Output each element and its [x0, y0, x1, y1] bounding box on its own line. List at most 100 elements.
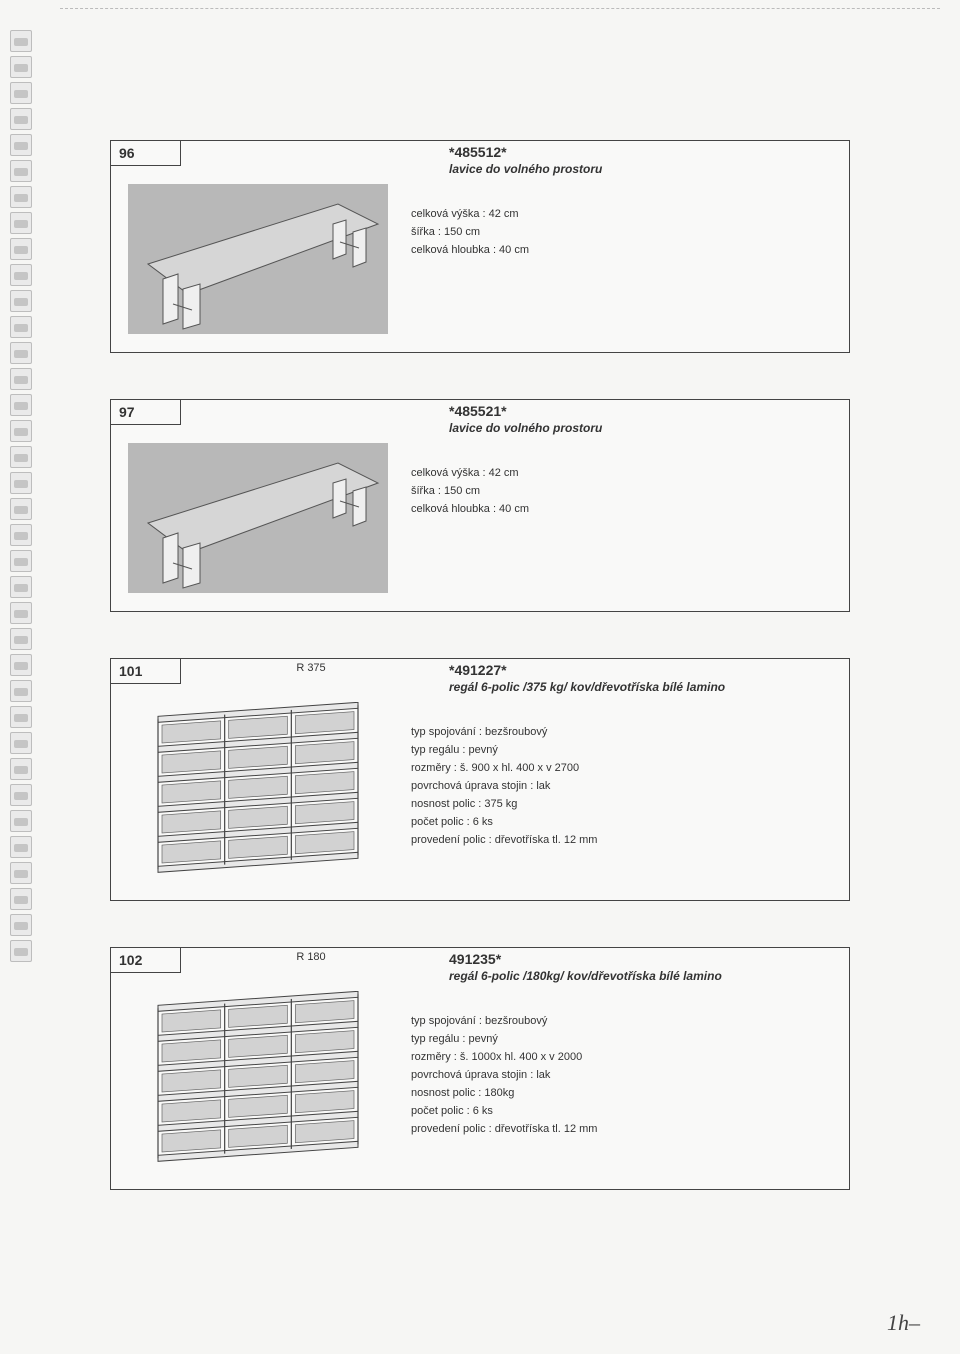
spec-row: šířka : 150 cm	[411, 226, 841, 238]
spec-row: rozměry : š. 900 x hl. 400 x v 2700	[411, 762, 841, 774]
bench-illustration	[128, 184, 388, 334]
item-number: 96	[111, 141, 181, 166]
binder-hole	[10, 784, 32, 806]
binder-hole	[10, 30, 32, 52]
binder-hole	[10, 472, 32, 494]
card-body: typ spojování : bezšroubový typ regálu : …	[111, 983, 849, 1189]
binder-hole	[10, 628, 32, 650]
item-number: 97	[111, 400, 181, 425]
binder-hole	[10, 732, 32, 754]
code-title-column: *485521* lavice do volného prostoru	[441, 400, 849, 435]
code-title-column: *491227* regál 6-polic /375 kg/ kov/dřevo…	[441, 659, 849, 694]
item-illustration	[123, 702, 393, 882]
binder-hole	[10, 394, 32, 416]
shelf-illustration	[133, 702, 383, 882]
binder-hole	[10, 680, 32, 702]
binder-hole	[10, 914, 32, 936]
item-illustration	[123, 184, 393, 334]
card-body: typ spojování : bezšroubovýtyp regálu : …	[111, 694, 849, 900]
item-title: regál 6-polic /180kg/ kov/dřevotříska bí…	[449, 969, 841, 983]
item-model: R 180	[181, 948, 441, 963]
catalog-card: 102R 180 491235* regál 6-polic /180kg/ kov…	[110, 947, 850, 1190]
binder-hole	[10, 550, 32, 572]
item-code: 491235*	[449, 951, 841, 967]
binder-hole	[10, 498, 32, 520]
item-code: *485521*	[449, 403, 841, 419]
item-title: regál 6-polic /375 kg/ kov/dřevotříska b…	[449, 680, 841, 694]
spec-row: typ regálu : pevný	[411, 1033, 841, 1045]
spec-row: celková hloubka : 40 cm	[411, 503, 841, 515]
binder-hole	[10, 888, 32, 910]
card-body: celková výška : 42 cm šířka : 150 cm celko…	[111, 435, 849, 611]
top-dashed-line	[60, 8, 940, 9]
spec-row: počet polic : 6 ks	[411, 1105, 841, 1117]
card-header: 96 *485512* lavice do volného prostoru	[111, 141, 849, 176]
item-title: lavice do volného prostoru	[449, 162, 841, 176]
binder-hole	[10, 368, 32, 390]
binder-hole	[10, 56, 32, 78]
spec-row: celková výška : 42 cm	[411, 208, 841, 220]
binder-hole	[10, 810, 32, 832]
binder-hole	[10, 602, 32, 624]
spec-row: typ spojování : bezšroubový	[411, 1015, 841, 1027]
item-model	[181, 141, 441, 144]
signature: 1h‒	[887, 1310, 920, 1336]
spec-row: provedení polic : dřevotříska tl. 12 mm	[411, 834, 841, 846]
spec-row: nosnost polic : 375 kg	[411, 798, 841, 810]
item-title: lavice do volného prostoru	[449, 421, 841, 435]
item-number: 102	[111, 948, 181, 973]
item-number: 101	[111, 659, 181, 684]
spec-row: povrchová úprava stojin : lak	[411, 780, 841, 792]
card-header: 102R 180 491235* regál 6-polic /180kg/ kov…	[111, 948, 849, 983]
spec-row: šířka : 150 cm	[411, 485, 841, 497]
binder-hole	[10, 576, 32, 598]
code-title-column: *485512* lavice do volného prostoru	[441, 141, 849, 176]
spec-list: celková výška : 42 cm šířka : 150 cm celko…	[411, 184, 841, 334]
card-header: 97 *485521* lavice do volného prostoru	[111, 400, 849, 435]
binder-hole	[10, 212, 32, 234]
binder-hole	[10, 706, 32, 728]
binder-hole	[10, 108, 32, 130]
catalog-card: 97 *485521* lavice do volného prostoru cel…	[110, 399, 850, 612]
card-body: celková výška : 42 cm šířka : 150 cm celko…	[111, 176, 849, 352]
spec-list: typ spojování : bezšroubový typ regálu : …	[411, 991, 841, 1171]
spec-row: celková výška : 42 cm	[411, 467, 841, 479]
binder-hole	[10, 290, 32, 312]
binder-hole	[10, 264, 32, 286]
item-model: R 375	[181, 659, 441, 674]
card-header: 101R 375 *491227* regál 6-polic /375 kg/ k…	[111, 659, 849, 694]
binder-hole	[10, 446, 32, 468]
item-model	[181, 400, 441, 403]
binder-hole	[10, 758, 32, 780]
page-content: 96 *485512* lavice do volného prostoru cel…	[110, 140, 850, 1236]
binder-hole	[10, 940, 32, 962]
item-code: *491227*	[449, 662, 841, 678]
catalog-card: 101R 375 *491227* regál 6-polic /375 kg/ k…	[110, 658, 850, 901]
binder-hole	[10, 316, 32, 338]
binder-hole	[10, 524, 32, 546]
item-illustration	[123, 991, 393, 1171]
spec-row: celková hloubka : 40 cm	[411, 244, 841, 256]
binder-hole	[10, 160, 32, 182]
spec-row: provedení polic : dřevotříska tl. 12 mm	[411, 1123, 841, 1135]
bench-illustration	[128, 443, 388, 593]
spec-row: typ spojování : bezšroubový	[411, 726, 841, 738]
item-code: *485512*	[449, 144, 841, 160]
code-title-column: 491235* regál 6-polic /180kg/ kov/dřevotř…	[441, 948, 849, 983]
spec-list: celková výška : 42 cm šířka : 150 cm celko…	[411, 443, 841, 593]
spec-row: počet polic : 6 ks	[411, 816, 841, 828]
spec-list: typ spojování : bezšroubovýtyp regálu : …	[411, 702, 841, 882]
binder-hole	[10, 654, 32, 676]
spec-row: povrchová úprava stojin : lak	[411, 1069, 841, 1081]
binder-hole	[10, 862, 32, 884]
binder-hole	[10, 186, 32, 208]
item-illustration	[123, 443, 393, 593]
binder-hole	[10, 134, 32, 156]
catalog-card: 96 *485512* lavice do volného prostoru cel…	[110, 140, 850, 353]
binder-hole	[10, 82, 32, 104]
binder-hole	[10, 238, 32, 260]
binder-holes-column	[10, 30, 34, 962]
shelf-illustration	[133, 991, 383, 1171]
binder-hole	[10, 342, 32, 364]
binder-hole	[10, 420, 32, 442]
